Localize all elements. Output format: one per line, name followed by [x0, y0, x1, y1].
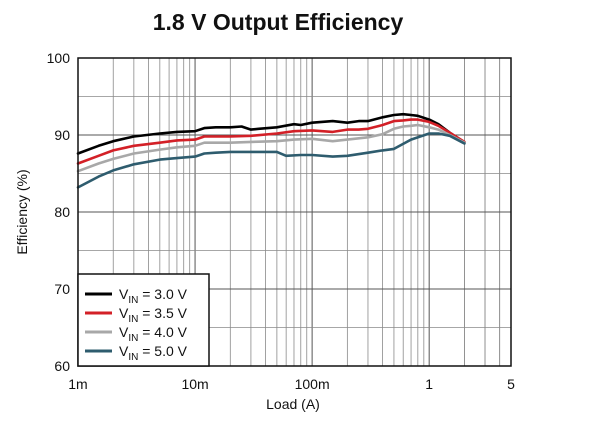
- legend-label-2: VIN = 3.5 V: [119, 305, 188, 325]
- series-line-1: [76, 112, 466, 155]
- plot-frame: [77, 57, 512, 367]
- y-tick-label: 60: [54, 358, 70, 374]
- chart-title: 1.8 V Output Efficiency: [153, 9, 404, 35]
- y-axis-ticks: 60 70 80 90 100: [47, 50, 71, 374]
- y-tick-label: 100: [47, 50, 71, 66]
- x-tick-label: 1: [425, 376, 433, 392]
- series-line-4: [76, 132, 466, 189]
- x-tick-label: 10m: [181, 376, 208, 392]
- x-axis-ticks: 1m 10m 100m 1 5: [68, 376, 515, 392]
- x-tick-label: 5: [507, 376, 515, 392]
- series-line-2: [76, 118, 466, 165]
- y-tick-label: 80: [54, 204, 70, 220]
- x-tick-label: 100m: [295, 376, 330, 392]
- y-axis-label: Efficiency (%): [14, 169, 30, 254]
- y-tick-label: 70: [54, 281, 70, 297]
- series-line-3: [76, 123, 466, 173]
- legend-label-4: VIN = 5.0 V: [119, 343, 188, 363]
- legend-label-1: VIN = 3.0 V: [119, 286, 188, 306]
- x-tick-label: 1m: [68, 376, 87, 392]
- y-tick-label: 90: [54, 127, 70, 143]
- series-layer: [76, 112, 466, 189]
- x-axis-label: Load (A): [266, 396, 320, 412]
- legend-label-3: VIN = 4.0 V: [119, 324, 188, 344]
